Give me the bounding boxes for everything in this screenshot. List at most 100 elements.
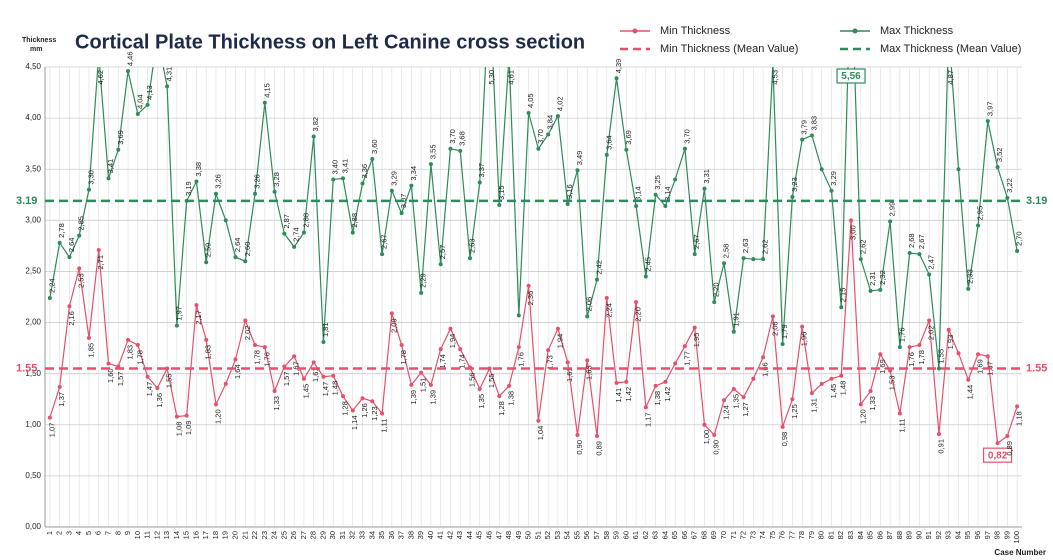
data-point [272, 189, 277, 194]
value-label: 2,67 [692, 234, 701, 249]
value-label: 2,02 [927, 326, 936, 341]
y-tick-label: 1,50 [25, 369, 41, 378]
data-point [770, 314, 775, 319]
x-tick-label: 38 [406, 531, 415, 539]
mean-label: 3.19 [1026, 195, 1047, 207]
data-point [634, 204, 639, 209]
data-point [809, 133, 814, 138]
x-tick-label: 99 [1002, 531, 1011, 539]
data-point [976, 223, 981, 228]
value-label: 1,11 [380, 419, 389, 433]
data-point [829, 188, 834, 193]
data-point [194, 179, 199, 184]
data-point [761, 257, 766, 262]
value-label: 3,64 [604, 135, 613, 150]
plot [47, 67, 1020, 446]
value-label: 3,25 [653, 175, 662, 190]
value-label: 3,22 [1005, 178, 1014, 193]
value-label: 1,64 [233, 364, 242, 379]
x-tick-label: 90 [914, 531, 923, 539]
x-tick-label: 70 [719, 531, 728, 539]
series-line [49, 220, 1018, 445]
x-tick-label: 37 [397, 531, 406, 539]
value-label: 1,69 [976, 359, 985, 374]
data-point [575, 168, 580, 173]
data-point [858, 257, 863, 262]
value-label: 1,91 [731, 312, 740, 327]
data-point [516, 313, 521, 318]
data-point [96, 247, 101, 252]
value-label: 2,64 [67, 238, 76, 253]
y-axis-label: Thickness [22, 37, 56, 44]
value-label: 1,04 [536, 426, 545, 441]
data-point [819, 167, 824, 172]
x-tick-label: 34 [367, 531, 376, 539]
data-point [663, 379, 668, 384]
value-label: 1,25 [790, 404, 799, 419]
x-tick-label: 61 [631, 531, 640, 539]
y-tick-label: 3,00 [25, 215, 41, 224]
data-point [731, 387, 736, 391]
data-point [917, 343, 922, 348]
value-label: 3,70 [536, 129, 545, 144]
data-point [458, 148, 463, 153]
x-tick-label: 50 [524, 531, 533, 539]
data-point [1005, 195, 1010, 200]
data-point [985, 354, 990, 359]
x-axis-label: Case Number [994, 548, 1046, 557]
value-label: 1,37 [57, 392, 66, 407]
y-tick-label: 2,00 [25, 318, 41, 327]
x-tick-label: 57 [592, 531, 601, 539]
data-point [585, 358, 590, 363]
value-label: 1,24 [721, 405, 730, 420]
value-label: 4,04 [135, 94, 144, 109]
value-label: 4,13 [145, 85, 154, 100]
data-point [1015, 249, 1020, 253]
value-label: 2,16 [67, 311, 76, 326]
value-label: 2,62 [858, 240, 867, 255]
data-point [292, 244, 297, 249]
data-point [409, 183, 414, 188]
x-tick-label: 26 [289, 531, 298, 539]
legend-marker [852, 28, 858, 34]
data-point [311, 134, 316, 139]
value-label: 1,14 [350, 415, 359, 430]
value-label: 1,55 [487, 374, 496, 389]
x-tick-label: 78 [797, 531, 806, 539]
value-label: 3,68 [458, 131, 467, 146]
data-point [106, 176, 111, 181]
x-tick-label: 35 [377, 531, 386, 539]
value-label: 1,28 [497, 401, 506, 416]
value-label: 5,30 [487, 70, 496, 85]
data-point [595, 434, 600, 439]
value-label: 3,97 [985, 102, 994, 117]
data-point [399, 343, 404, 348]
value-label: 1,55 [936, 349, 945, 364]
value-label: 2,95 [976, 206, 985, 221]
data-point [389, 188, 394, 193]
value-label: 1,83 [204, 345, 213, 360]
value-label: 4,39 [614, 59, 623, 74]
value-label: 4,87 [946, 70, 955, 85]
y-tick-label: 2,50 [25, 267, 41, 276]
value-label: 1,31 [809, 398, 818, 413]
value-label: 3,49 [575, 151, 584, 166]
data-point [116, 147, 121, 152]
x-tick-label: 36 [387, 531, 396, 539]
value-label: 1,76 [897, 327, 906, 342]
value-label: 2,57 [438, 245, 447, 260]
data-point [67, 255, 72, 260]
data-point [888, 219, 893, 224]
legend-label: Max Thickness [880, 25, 954, 37]
data-point [907, 251, 912, 256]
value-label: 3,70 [682, 129, 691, 144]
value-label: 1,78 [917, 350, 926, 365]
highlight-box [982, 447, 1013, 463]
value-label: 3,28 [272, 172, 281, 187]
x-tick-label: 5 [84, 531, 93, 535]
value-label: 4,46 [126, 51, 135, 66]
x-tick-label: 42 [445, 531, 454, 539]
value-label: 2,42 [594, 260, 603, 275]
data-point [897, 345, 902, 350]
